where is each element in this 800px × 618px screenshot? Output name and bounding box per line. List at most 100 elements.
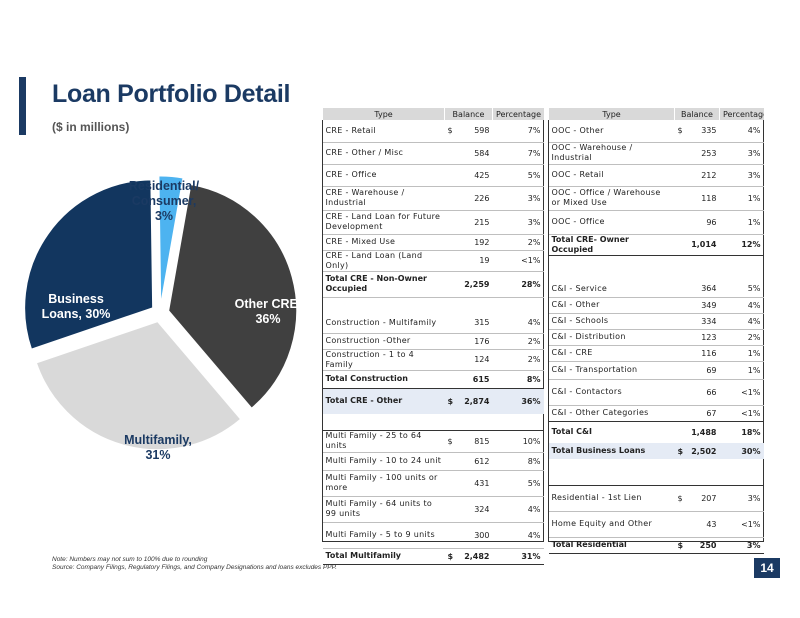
row-balance: 215 [444, 210, 493, 235]
balance-value: 2,502 [691, 446, 717, 456]
row-percentage: 4% [492, 496, 544, 523]
pie-label-line: Consumer, [132, 194, 197, 208]
row-balance: 364 [674, 281, 720, 298]
row-percentage: 4% [492, 522, 544, 549]
row-percentage: 12% [719, 234, 764, 256]
row-type [548, 459, 675, 486]
row-balance: 66 [674, 379, 720, 406]
table-row: CRE - Other / Misc 584 7% [322, 142, 544, 165]
currency-symbol: $ [677, 446, 684, 456]
currency-symbol: $ [677, 540, 684, 550]
row-balance: 2,259 [444, 271, 493, 298]
table-row: Multi Family - 10 to 24 unit 612 8% [322, 452, 544, 471]
row-percentage: <1% [719, 405, 764, 422]
row-type: Home Equity and Other [548, 511, 675, 538]
row-balance: 315 [444, 313, 493, 334]
row-balance: 612 [444, 452, 493, 471]
row-type: Total Business Loans [548, 443, 675, 459]
pie-label-other_cre: Other CRE, 36% [235, 297, 302, 326]
row-type: CRE - Warehouse / Industrial [322, 186, 445, 211]
row-balance: 334 [674, 313, 720, 330]
balance-value: 69 [706, 365, 717, 375]
balance-value: 364 [701, 284, 717, 294]
balance-value: 250 [699, 540, 717, 550]
row-type: C&I - Service [548, 281, 675, 298]
balance-value: 615 [472, 374, 490, 384]
row-type: C&I - Transportation [548, 361, 675, 380]
row-type: C&I - Other [548, 297, 675, 314]
table-row: C&I - Distribution 123 2% [548, 329, 764, 346]
row-balance: 584 [444, 142, 493, 165]
row-type: Multi Family - 5 to 9 units [322, 522, 445, 549]
row-type: C&I - Distribution [548, 329, 675, 346]
pie-label-business: Business Loans, 30% [42, 292, 111, 321]
currency-symbol: $ [677, 493, 683, 503]
row-type: CRE - Land Loan (Land Only) [322, 250, 445, 272]
row-balance: $250 [674, 537, 720, 554]
table-row: Total Residential $250 3% [548, 537, 764, 554]
title-accent-bar [19, 77, 26, 135]
pie-label-line: 36% [255, 312, 280, 326]
row-percentage: 4% [492, 313, 544, 334]
row-type: OOC - Retail [548, 164, 675, 187]
table-row: CRE - Warehouse / Industrial 226 3% [322, 186, 544, 211]
row-balance: 19 [444, 250, 493, 272]
row-balance [444, 414, 493, 431]
row-balance: 118 [674, 186, 720, 211]
table-row: CRE - Mixed Use 192 2% [322, 234, 544, 251]
row-percentage: 2% [492, 333, 544, 350]
left-loan-table: Type Balance Percentage CRE - Retail $598… [322, 108, 544, 565]
pie-label-multifamily: Multifamily, 31% [124, 433, 192, 462]
balance-value: 349 [701, 300, 717, 310]
table-row: Construction - Multifamily 315 4% [322, 313, 544, 334]
row-percentage: 7% [492, 120, 544, 143]
right-loan-table: Type Balance Percentage OOC - Other$3354… [548, 108, 764, 554]
currency-symbol: $ [677, 126, 683, 136]
pie-label-line: Residential/ [129, 179, 200, 193]
row-type: Construction -Other [322, 333, 445, 350]
balance-value: 1,014 [691, 240, 717, 249]
row-percentage: 5% [492, 470, 544, 497]
balance-value: 334 [701, 316, 717, 326]
row-type: CRE - Office [322, 164, 445, 187]
row-type: CRE - Retail [322, 120, 445, 143]
balance-value: 124 [474, 355, 490, 364]
table-row: Total Business Loans $2,502 30% [548, 443, 764, 459]
balance-value: 584 [474, 148, 490, 158]
balance-value: 2,874 [464, 396, 490, 406]
currency-symbol: $ [447, 396, 454, 406]
pie-label-line: Loans, 30% [42, 307, 111, 321]
row-type: C&I - Schools [548, 313, 675, 330]
table-row: Total CRE - Other $2,874 36% [322, 388, 544, 414]
row-percentage: 2% [492, 349, 544, 371]
table-row: Total C&I 1,488 18% [549, 421, 764, 443]
loan-portfolio-pie-chart: Other CRE, 36% Multifamily, 31% Business Loan… [24, 175, 302, 462]
row-percentage: 1% [719, 345, 764, 362]
balance-value: 215 [474, 217, 490, 227]
row-type: Multi Family - 64 units to 99 units [322, 496, 445, 523]
pie-label-line: Multifamily, [124, 433, 192, 447]
balance-value: 123 [701, 332, 717, 342]
row-percentage: 3% [492, 186, 544, 211]
row-type: Construction - 1 to 4 Family [322, 349, 445, 371]
row-percentage: 1% [719, 210, 764, 235]
table-row: C&I - Service 364 5% [548, 281, 764, 298]
balance-value: 335 [701, 126, 717, 136]
table-row: C&I - Other Categories 67 <1% [548, 405, 764, 422]
balance-value: 226 [474, 193, 490, 203]
row-type [549, 255, 675, 281]
pie-slice-2 [24, 179, 154, 350]
table-row: Total Multifamily $2,482 31% [322, 548, 544, 565]
row-percentage: 3% [719, 537, 764, 554]
row-balance [675, 255, 720, 281]
balance-value: 207 [701, 493, 717, 503]
row-type: Total CRE - Other [322, 388, 445, 414]
table-row: C&I - Transportation 69 1% [548, 361, 764, 380]
page-title: Loan Portfolio Detail [52, 80, 291, 108]
table-row: Residential - 1st Lien $207 3% [548, 485, 764, 512]
row-percentage: 1% [719, 361, 764, 380]
balance-value: 300 [474, 530, 490, 540]
row-percentage: 3% [492, 210, 544, 235]
row-type: Multi Family - 25 to 64 units [322, 430, 445, 453]
balance-value: 431 [474, 478, 490, 488]
